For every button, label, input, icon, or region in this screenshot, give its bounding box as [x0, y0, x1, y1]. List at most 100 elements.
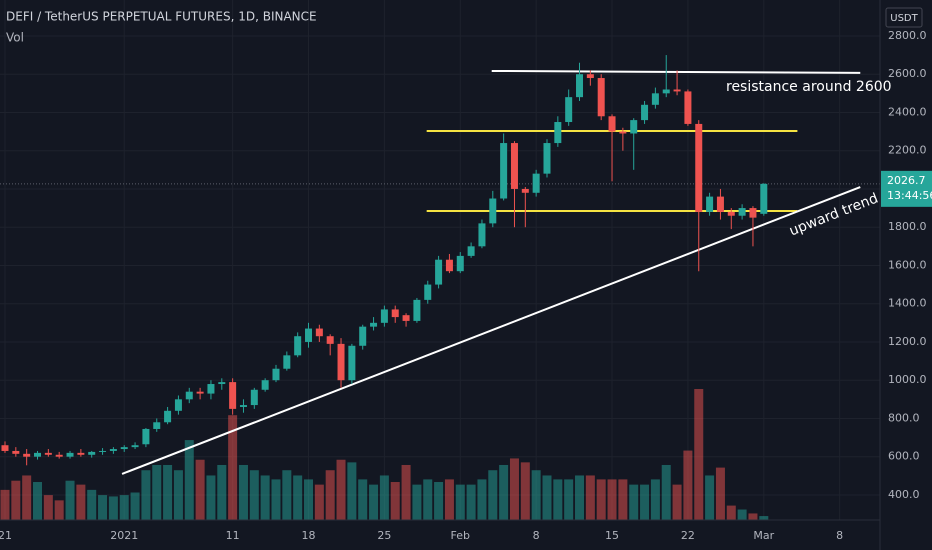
- candle-body: [153, 422, 161, 429]
- volume-bar: [195, 459, 205, 520]
- candle-body: [207, 384, 215, 394]
- candle-body: [565, 97, 573, 123]
- volume-bar: [575, 475, 585, 520]
- volume-bar: [347, 462, 357, 520]
- candle-body: [467, 246, 475, 256]
- x-tick-label: 22: [681, 529, 695, 542]
- candle-body: [142, 428, 150, 445]
- price-label-box: [881, 170, 932, 207]
- volume-bar: [564, 479, 574, 520]
- volume-bar: [542, 475, 552, 520]
- volume-bar: [726, 505, 736, 520]
- volume-bar: [455, 484, 465, 520]
- volume-bar: [499, 464, 509, 520]
- volume-bar: [531, 470, 541, 520]
- volume-bar: [434, 482, 444, 520]
- candle-body: [370, 322, 378, 327]
- volume-bar: [65, 480, 75, 520]
- volume-bar: [650, 479, 660, 520]
- volume-bar: [119, 495, 129, 520]
- candle-body: [239, 405, 247, 407]
- volume-bar: [607, 479, 617, 520]
- candle-body: [760, 183, 768, 214]
- y-tick-label: 1400.0: [888, 297, 927, 310]
- volume-bar: [737, 509, 747, 520]
- x-tick-label: 11: [226, 529, 240, 542]
- volume-bar: [249, 470, 259, 520]
- candle-body: [305, 328, 313, 342]
- volume-bar: [184, 440, 194, 520]
- x-tick-label: 21: [0, 529, 12, 542]
- annotation: resistance around 2600: [726, 79, 892, 95]
- y-tick-label: 2800.0: [888, 29, 927, 42]
- x-tick-label: 25: [377, 529, 391, 542]
- x-tick-label: 18: [302, 529, 316, 542]
- candle-body: [326, 336, 334, 344]
- volume-bar: [705, 475, 715, 520]
- candle-body: [12, 450, 20, 454]
- candle-body: [23, 453, 31, 457]
- y-tick-label: 1200.0: [888, 335, 927, 348]
- candle-body: [196, 391, 204, 394]
- candle-body: [99, 450, 107, 452]
- volume-bar: [672, 484, 682, 520]
- candle-body: [500, 143, 508, 199]
- volume-bar: [206, 475, 216, 520]
- volume-bar: [618, 479, 628, 520]
- currency[interactable]: USDT: [890, 13, 918, 24]
- candle-body: [641, 104, 649, 121]
- candle-body: [380, 309, 388, 323]
- candle-body: [543, 143, 551, 174]
- volume-bar: [87, 489, 97, 520]
- candle-body: [164, 410, 172, 423]
- candle-body: [174, 399, 182, 411]
- candle-body: [261, 380, 269, 390]
- candle-body: [695, 123, 703, 212]
- y-tick-label: 2600.0: [888, 67, 927, 80]
- candle-body: [337, 343, 345, 381]
- volume-bar: [33, 482, 43, 520]
- volume-bar: [11, 480, 21, 520]
- volume-bar: [520, 462, 530, 520]
- volume-bar: [694, 389, 704, 520]
- volume-bar: [108, 496, 118, 520]
- volume-bar: [369, 484, 379, 520]
- volume-bar: [293, 475, 303, 520]
- volume-bar: [173, 470, 183, 520]
- candle-body: [554, 122, 562, 144]
- volume-bar: [22, 475, 32, 520]
- candle-body: [283, 355, 291, 369]
- volume-bar: [130, 492, 140, 520]
- x-tick-label: 8: [533, 529, 540, 542]
- last-price: 2026.7: [887, 174, 926, 187]
- volume-bar: [390, 482, 400, 520]
- candle-body: [34, 452, 42, 457]
- volume-bar: [477, 479, 487, 520]
- candle-body: [131, 445, 139, 448]
- candle-body: [55, 454, 63, 457]
- volume-bar: [314, 484, 324, 520]
- volume-bar: [358, 479, 368, 520]
- volume-bar: [260, 475, 270, 520]
- volume-bar: [553, 479, 563, 520]
- volume-bar: [325, 470, 335, 520]
- candle-body: [66, 452, 74, 457]
- y-tick-label: 1800.0: [888, 220, 927, 233]
- candle-body: [413, 299, 421, 321]
- volume-bar: [217, 464, 227, 520]
- candle-body: [489, 198, 497, 224]
- candle-body: [272, 368, 280, 381]
- candle-body: [521, 188, 529, 193]
- y-tick-label: 2400.0: [888, 105, 927, 118]
- candle-body: [510, 143, 518, 189]
- candle-body: [597, 78, 605, 117]
- volume-bar: [152, 464, 162, 520]
- candle-body: [44, 452, 52, 455]
- currency-box[interactable]: [885, 7, 923, 28]
- volume-bar: [238, 464, 248, 520]
- candle-body: [619, 131, 627, 134]
- candle-body: [294, 336, 302, 356]
- volume-bar: [401, 464, 411, 520]
